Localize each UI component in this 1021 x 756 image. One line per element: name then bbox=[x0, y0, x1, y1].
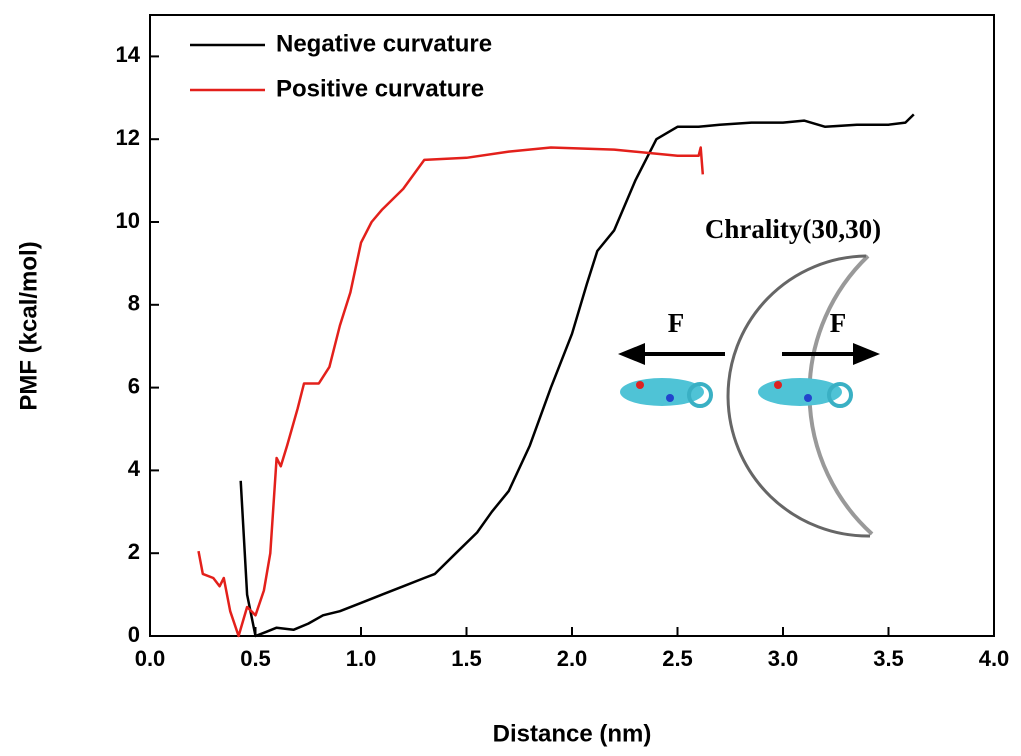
legend-label: Positive curvature bbox=[276, 75, 484, 102]
y-tick-label: 0 bbox=[128, 622, 140, 647]
x-tick-label: 2.0 bbox=[557, 646, 588, 671]
annotation: F bbox=[830, 308, 847, 338]
legend-label: Negative curvature bbox=[276, 30, 492, 57]
y-tick-label: 8 bbox=[128, 291, 140, 316]
x-tick-label: 0.0 bbox=[135, 646, 166, 671]
x-tick-label: 3.5 bbox=[873, 646, 904, 671]
x-tick-label: 4.0 bbox=[979, 646, 1010, 671]
x-tick-label: 1.0 bbox=[346, 646, 377, 671]
x-tick-label: 3.0 bbox=[768, 646, 799, 671]
y-tick-label: 14 bbox=[116, 42, 141, 67]
y-tick-label: 2 bbox=[128, 539, 140, 564]
plot-frame bbox=[149, 14, 995, 637]
x-tick-label: 0.5 bbox=[240, 646, 271, 671]
annotation: F bbox=[668, 308, 685, 338]
x-tick-label: 1.5 bbox=[451, 646, 482, 671]
y-tick-label: 10 bbox=[116, 208, 140, 233]
series-line bbox=[197, 146, 705, 638]
annotation: Chrality(30,30) bbox=[705, 214, 881, 244]
y-axis-title: PMF (kcal/mol) bbox=[15, 241, 42, 410]
series-line bbox=[239, 113, 915, 638]
molecule bbox=[620, 378, 713, 408]
y-tick-label: 6 bbox=[128, 373, 140, 398]
y-tick-label: 4 bbox=[128, 456, 141, 481]
x-tick-label: 2.5 bbox=[662, 646, 693, 671]
y-tick-label: 12 bbox=[116, 125, 140, 150]
molecule bbox=[758, 378, 853, 408]
inset-illustration bbox=[618, 254, 880, 538]
x-axis-title: Distance (nm) bbox=[493, 720, 652, 747]
